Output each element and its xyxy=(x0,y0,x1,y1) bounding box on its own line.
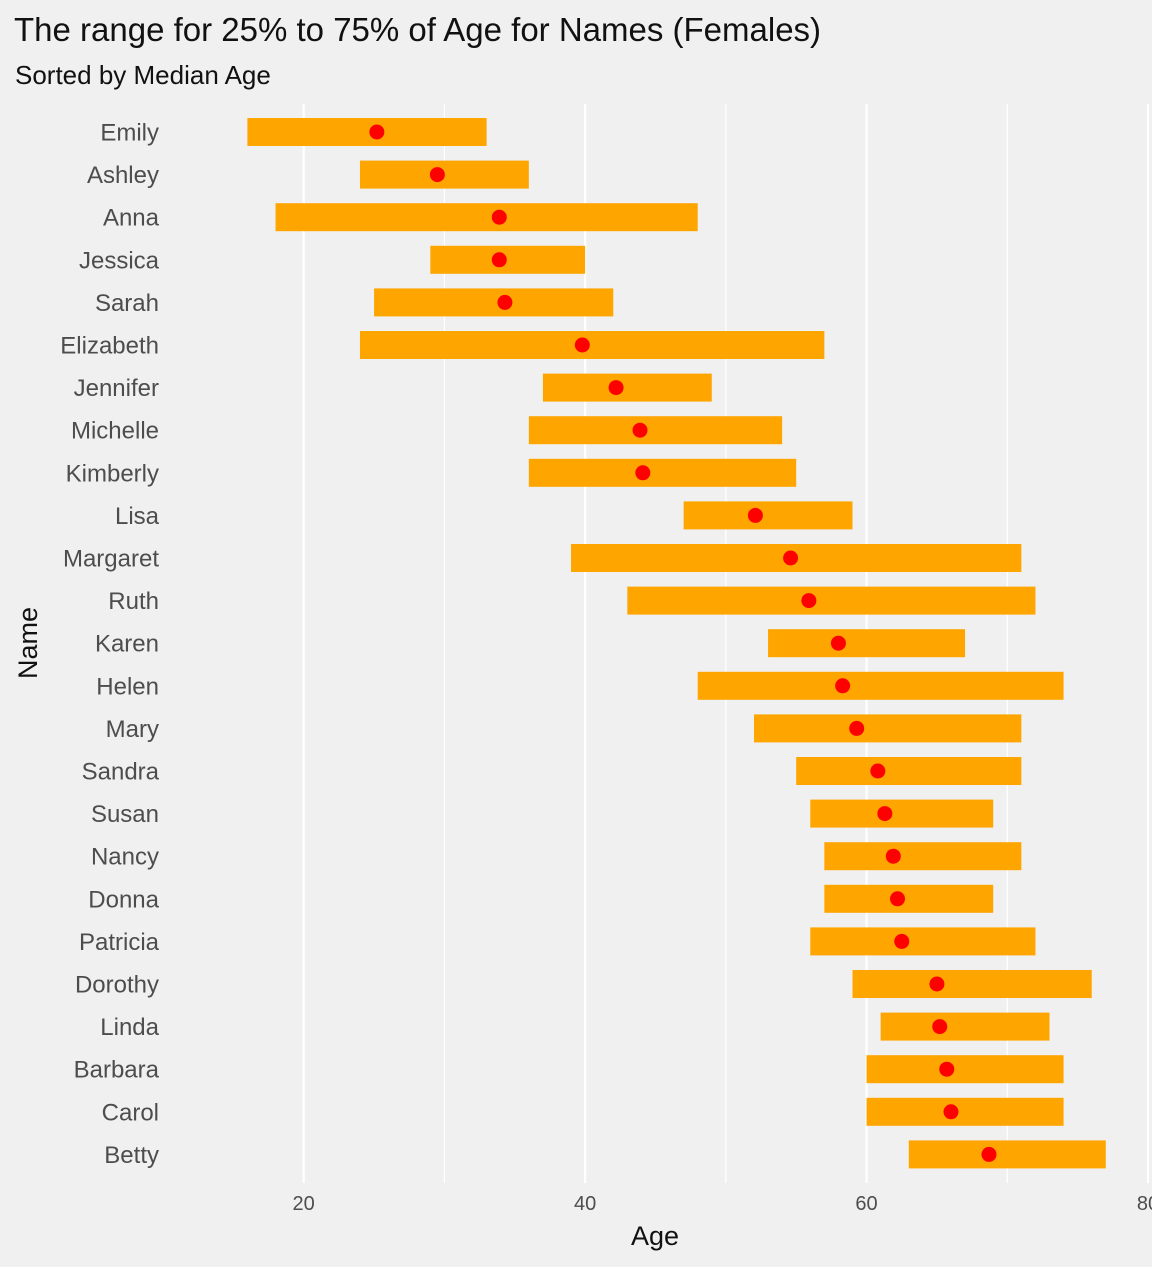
y-tick-label: Ashley xyxy=(87,162,159,189)
median-point xyxy=(635,465,651,481)
median-point xyxy=(932,1019,948,1035)
chart-subtitle: Sorted by Median Age xyxy=(15,60,271,90)
median-point xyxy=(981,1146,997,1162)
y-tick-label: Dorothy xyxy=(75,972,159,999)
x-tick-labels: 20 40 60 80 xyxy=(293,1193,1152,1215)
range-bar xyxy=(866,1055,1064,1084)
range-bar xyxy=(852,970,1092,998)
y-tick-label: Emily xyxy=(100,120,159,147)
y-axis-label: Name xyxy=(13,607,43,679)
range-bar xyxy=(768,629,966,658)
y-tick-label: Sandra xyxy=(82,759,160,786)
median-point xyxy=(497,294,513,310)
range-bar xyxy=(796,757,1022,785)
x-tick-label: 60 xyxy=(855,1193,877,1215)
range-bar xyxy=(528,458,797,487)
x-tick-label: 80 xyxy=(1137,1193,1152,1215)
x-axis-label: Age xyxy=(631,1221,679,1251)
range-bar xyxy=(430,245,586,274)
median-point xyxy=(929,976,945,992)
range-bar xyxy=(753,714,1022,743)
median-point xyxy=(877,806,893,822)
range-bars xyxy=(247,118,1106,1169)
range-bar xyxy=(810,799,994,828)
range-bar xyxy=(542,373,712,402)
y-tick-label: Carol xyxy=(102,1099,159,1126)
y-tick-label: Sarah xyxy=(95,290,159,317)
range-bar xyxy=(908,1140,1106,1169)
range-bar xyxy=(374,288,614,317)
y-tick-label: Jessica xyxy=(79,247,160,274)
median-point xyxy=(608,380,624,396)
median-point xyxy=(574,337,590,353)
median-point xyxy=(943,1104,959,1120)
median-point xyxy=(747,507,763,523)
y-tick-label: Betty xyxy=(104,1142,159,1169)
median-points xyxy=(369,124,997,1162)
y-tick-label: Linda xyxy=(100,1014,159,1041)
range-bar xyxy=(247,118,487,146)
y-tick-label: Helen xyxy=(96,673,159,700)
y-tick-label: Lisa xyxy=(115,503,160,530)
median-point xyxy=(890,891,906,907)
median-point xyxy=(830,635,846,651)
median-point xyxy=(870,763,886,779)
y-tick-label: Patricia xyxy=(79,929,160,956)
y-tick-label: Barbara xyxy=(74,1057,160,1084)
range-bar xyxy=(697,671,1064,700)
median-point xyxy=(369,124,385,140)
y-tick-label: Michelle xyxy=(71,418,159,445)
range-bar xyxy=(627,586,1036,615)
range-bar xyxy=(528,416,783,445)
median-point xyxy=(835,678,851,694)
range-bar xyxy=(683,501,853,530)
median-point xyxy=(491,209,507,225)
y-tick-labels: Emily Ashley Anna Jessica Sarah Elizabeth Jenn… xyxy=(60,120,159,1169)
y-tick-label: Karen xyxy=(95,631,159,658)
median-point xyxy=(632,422,648,438)
range-bar xyxy=(810,927,1036,956)
range-bar xyxy=(824,842,1022,871)
range-bar xyxy=(866,1097,1064,1126)
y-tick-label: Nancy xyxy=(91,844,159,871)
median-point xyxy=(491,252,507,268)
median-point xyxy=(849,720,865,736)
median-point xyxy=(429,167,445,183)
median-point xyxy=(885,848,901,864)
y-tick-label: Ruth xyxy=(108,588,159,615)
median-point xyxy=(894,933,910,949)
chart-title: The range for 25% to 75% of Age for Name… xyxy=(14,11,821,48)
range-bar xyxy=(359,331,825,359)
median-point xyxy=(783,550,799,566)
y-tick-label: Mary xyxy=(106,716,159,743)
range-bar xyxy=(275,203,698,232)
y-tick-label: Elizabeth xyxy=(60,333,159,360)
median-point xyxy=(939,1061,955,1077)
y-tick-label: Donna xyxy=(88,886,159,913)
y-tick-label: Anna xyxy=(103,205,160,232)
y-tick-label: Jennifer xyxy=(74,375,159,402)
median-point xyxy=(801,593,817,609)
y-tick-label: Kimberly xyxy=(66,460,159,487)
range-bar xyxy=(824,884,994,913)
x-tick-label: 20 xyxy=(293,1193,315,1215)
y-tick-label: Susan xyxy=(91,801,159,828)
range-bar xyxy=(880,1012,1050,1041)
y-tick-label: Margaret xyxy=(63,546,159,573)
x-tick-label: 40 xyxy=(574,1193,596,1215)
